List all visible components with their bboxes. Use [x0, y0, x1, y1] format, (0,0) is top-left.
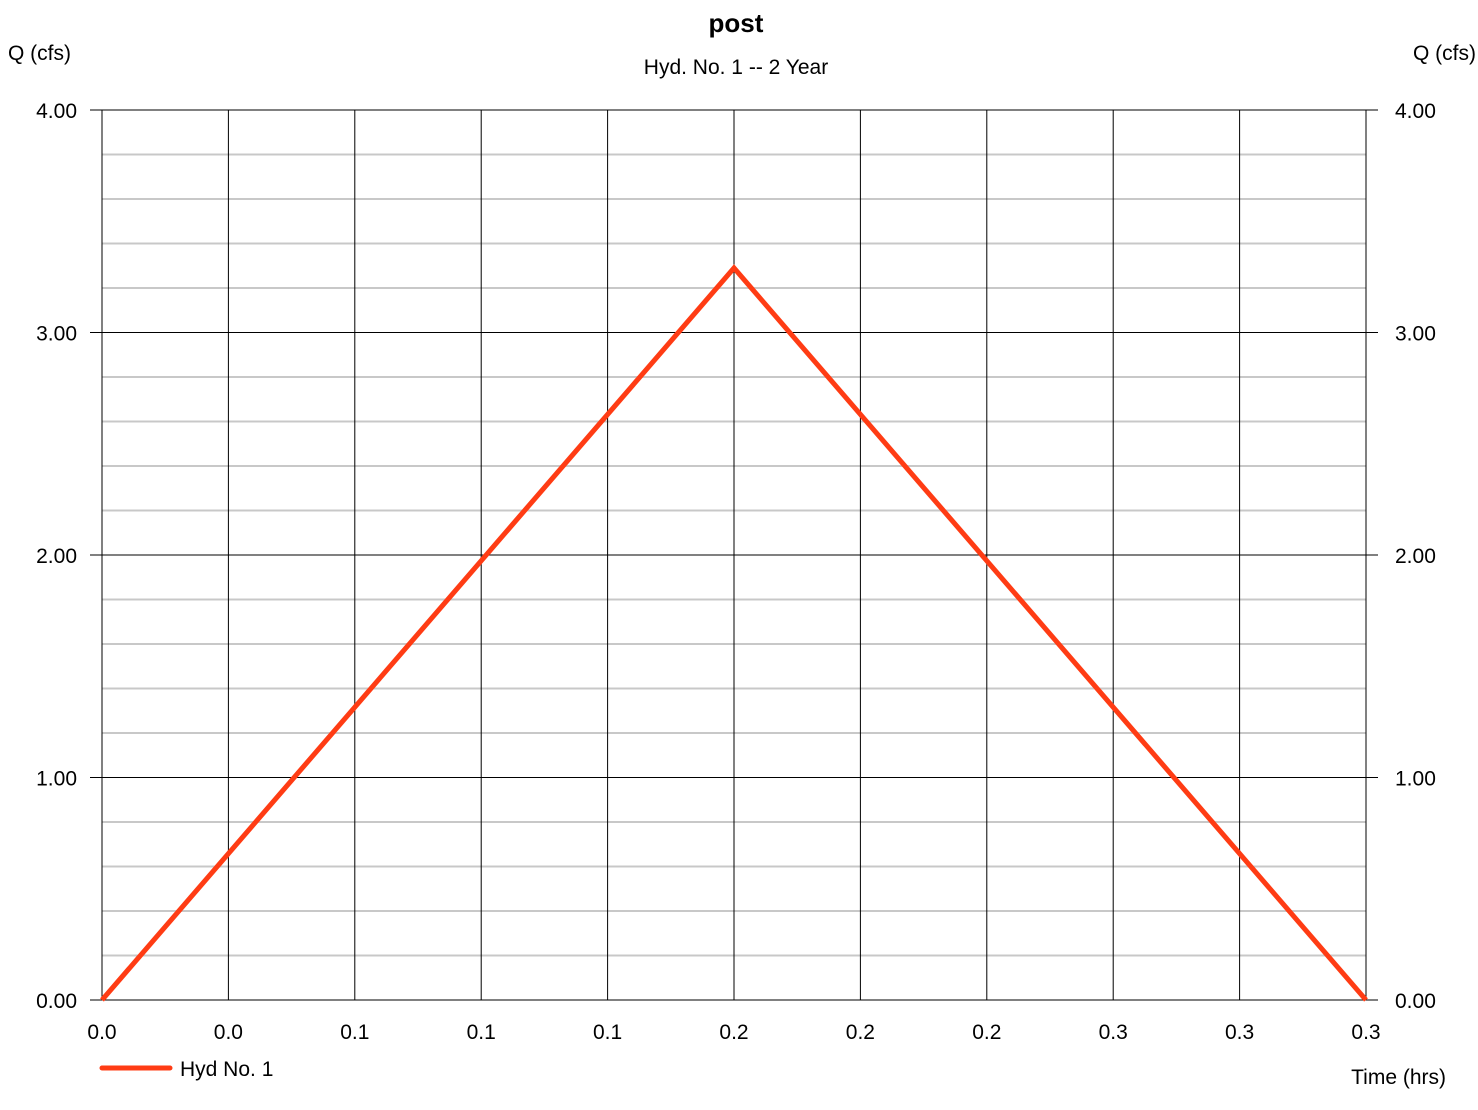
y-tick-label-left: 1.00 [36, 768, 77, 791]
y-tick-label-right: 1.00 [1395, 768, 1436, 791]
y-tick-label-right: 3.00 [1395, 323, 1436, 346]
y-tick-label-right: 4.00 [1395, 100, 1436, 123]
series-layer [100, 264, 1368, 1002]
y-tick-label-left: 3.00 [36, 323, 77, 346]
y-tick-label-right: 2.00 [1395, 545, 1436, 568]
x-tick-label: 0.2 [846, 1021, 875, 1044]
y-tick-label-left: 2.00 [36, 545, 77, 568]
chart-title: post [709, 8, 764, 38]
x-tick-label: 0.2 [719, 1021, 748, 1044]
chart-subtitle: Hyd. No. 1 -- 2 Year [644, 56, 828, 79]
y-tick-label-left: 4.00 [36, 100, 77, 123]
x-tick-label: 0.3 [1225, 1021, 1254, 1044]
y-axis-label-left: Q (cfs) [8, 42, 71, 65]
legend-label: Hyd No. 1 [180, 1058, 273, 1081]
x-axis-label: Time (hrs) [1351, 1066, 1446, 1089]
x-tick-label: 0.1 [467, 1021, 496, 1044]
x-tick-label: 0.3 [1351, 1021, 1380, 1044]
x-tick-label: 0.0 [87, 1021, 116, 1044]
y-axis-label-right: Q (cfs) [1413, 42, 1476, 65]
x-tick-label: 0.3 [1099, 1021, 1128, 1044]
tick-labels: 0.0 0.0 0.1 0.1 0.1 0.2 0.2 0.2 0.3 0.3 0.3 0.00 0.0… [36, 100, 1436, 1044]
x-tick-label: 0.2 [972, 1021, 1001, 1044]
x-tick-label: 0.1 [340, 1021, 369, 1044]
y-tick-label-right: 0.00 [1395, 990, 1436, 1013]
grid [90, 109, 1378, 1001]
series-line-hyd-1 [100, 264, 1368, 1002]
x-tick-label: 0.1 [593, 1021, 622, 1044]
x-tick-label: 0.0 [214, 1021, 243, 1044]
y-tick-label-left: 0.00 [36, 990, 77, 1013]
